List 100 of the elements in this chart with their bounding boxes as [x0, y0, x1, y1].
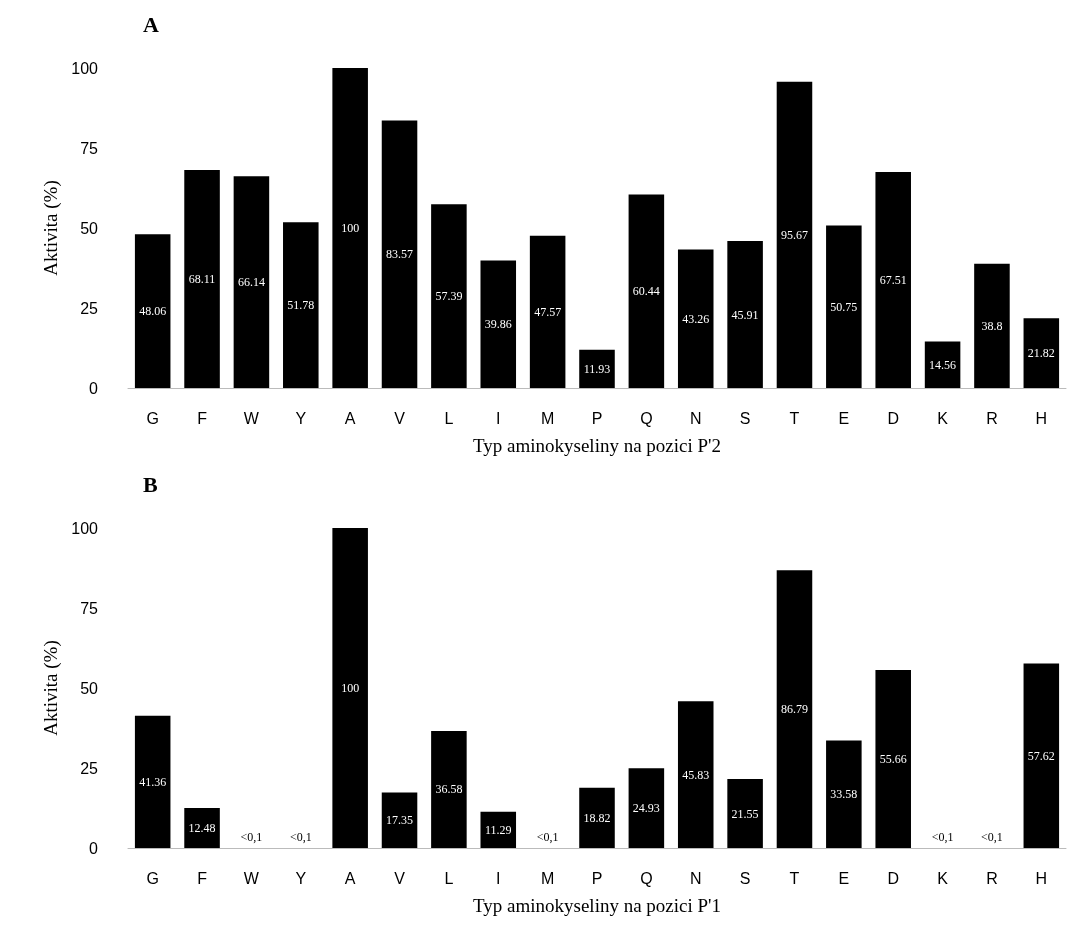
- x-tick-label: R: [986, 869, 998, 887]
- bar: [974, 263, 1010, 388]
- x-tick-label: G: [146, 409, 159, 427]
- bar: [134, 234, 171, 388]
- data-label: 100: [341, 221, 360, 235]
- bar: [776, 81, 813, 388]
- bar: [677, 249, 714, 388]
- data-label: 43.26: [682, 311, 710, 326]
- x-tick-label: M: [540, 409, 555, 427]
- data-label: <0,1: [536, 830, 559, 844]
- bar: [579, 349, 615, 388]
- y-tick-label: 0: [89, 379, 99, 397]
- x-tick-label: K: [937, 869, 949, 887]
- data-label: 45.83: [682, 767, 710, 782]
- y-tick-label: 100: [71, 59, 99, 77]
- x-tick-label: Q: [640, 409, 653, 427]
- y-axis-title: Aktivita (%): [40, 640, 63, 736]
- x-tick-label: N: [689, 869, 702, 887]
- x-tick-label: W: [243, 869, 260, 887]
- y-tick-label: 50: [80, 679, 99, 697]
- bar: [283, 222, 319, 388]
- data-label: 95.67: [780, 227, 808, 242]
- bar: [826, 225, 862, 388]
- data-label: <0,1: [240, 830, 263, 844]
- x-tick-label: H: [1035, 869, 1048, 887]
- bar: [1023, 318, 1060, 388]
- bar: [184, 170, 220, 388]
- data-label: 41.36: [139, 774, 167, 789]
- data-label: 11.93: [583, 361, 611, 376]
- x-tick-label: D: [887, 409, 899, 427]
- data-label: 57.62: [1027, 748, 1055, 763]
- bar: [776, 570, 813, 848]
- data-label: 67.51: [879, 272, 907, 287]
- data-label: 11.29: [484, 822, 512, 837]
- y-tick-label: 25: [80, 299, 99, 317]
- data-label: 38.8: [981, 318, 1003, 333]
- x-tick-label: A: [344, 409, 356, 427]
- data-label: <0,1: [981, 830, 1003, 844]
- x-tick-label: A: [344, 869, 356, 887]
- x-tick-label: P: [591, 409, 603, 427]
- bar: [579, 787, 615, 848]
- x-tick-label: W: [243, 409, 260, 427]
- bar: [431, 730, 467, 848]
- x-tick-label: Y: [295, 409, 307, 427]
- bar: [529, 235, 566, 388]
- data-label: 50.75: [830, 299, 858, 314]
- data-label: 55.66: [879, 751, 907, 766]
- data-label: 100: [341, 681, 360, 695]
- x-tick-label: G: [146, 869, 159, 887]
- x-tick-label: F: [197, 869, 208, 887]
- x-tick-label: L: [444, 409, 454, 427]
- data-label: 18.82: [583, 810, 611, 825]
- x-tick-label: P: [591, 869, 603, 887]
- bar: [184, 808, 220, 848]
- x-tick-label: F: [197, 409, 208, 427]
- bar: [924, 341, 961, 388]
- data-label: 66.14: [237, 275, 265, 290]
- x-tick-label: I: [496, 409, 501, 427]
- data-label: 14.56: [929, 357, 957, 372]
- x-tick-label: V: [394, 409, 406, 427]
- data-label: 33.58: [830, 787, 858, 802]
- data-label: 45.91: [731, 307, 759, 322]
- bar: [431, 204, 467, 388]
- bar: [628, 194, 665, 388]
- y-tick-label: 50: [80, 219, 99, 237]
- data-label: 86.79: [780, 702, 808, 717]
- x-tick-label: L: [444, 869, 454, 887]
- chart-title: A: [143, 11, 159, 37]
- bar: [134, 715, 171, 848]
- data-label: <0,1: [931, 830, 954, 844]
- bar: [677, 701, 714, 848]
- y-tick-label: 25: [80, 759, 99, 777]
- data-label: 36.58: [435, 782, 463, 797]
- bar: [480, 260, 517, 388]
- data-label: 17.35: [386, 813, 414, 828]
- x-tick-label: Q: [640, 869, 653, 887]
- data-label: 48.06: [139, 304, 167, 319]
- y-tick-label: 75: [80, 139, 99, 157]
- x-tick-label: E: [838, 409, 850, 427]
- x-tick-label: S: [739, 869, 751, 887]
- chart-title: B: [143, 471, 158, 497]
- data-label: 51.78: [287, 298, 315, 313]
- bar: [332, 68, 368, 388]
- bar: [826, 740, 862, 848]
- y-axis-title: Aktivita (%): [40, 180, 63, 276]
- x-tick-label: V: [394, 869, 406, 887]
- x-tick-label: H: [1035, 409, 1048, 427]
- bar: [727, 241, 763, 388]
- x-tick-label: N: [689, 409, 702, 427]
- data-label: 12.48: [188, 821, 216, 836]
- data-label: <0,1: [289, 830, 312, 844]
- data-label: 57.39: [435, 289, 463, 304]
- data-label: 24.93: [632, 801, 660, 816]
- x-tick-label: E: [838, 869, 850, 887]
- bar: [480, 811, 517, 848]
- data-label: 47.57: [534, 304, 562, 319]
- data-label: 68.11: [188, 272, 216, 287]
- bar: [727, 779, 763, 848]
- bar: [381, 792, 418, 848]
- x-tick-label: M: [540, 869, 555, 887]
